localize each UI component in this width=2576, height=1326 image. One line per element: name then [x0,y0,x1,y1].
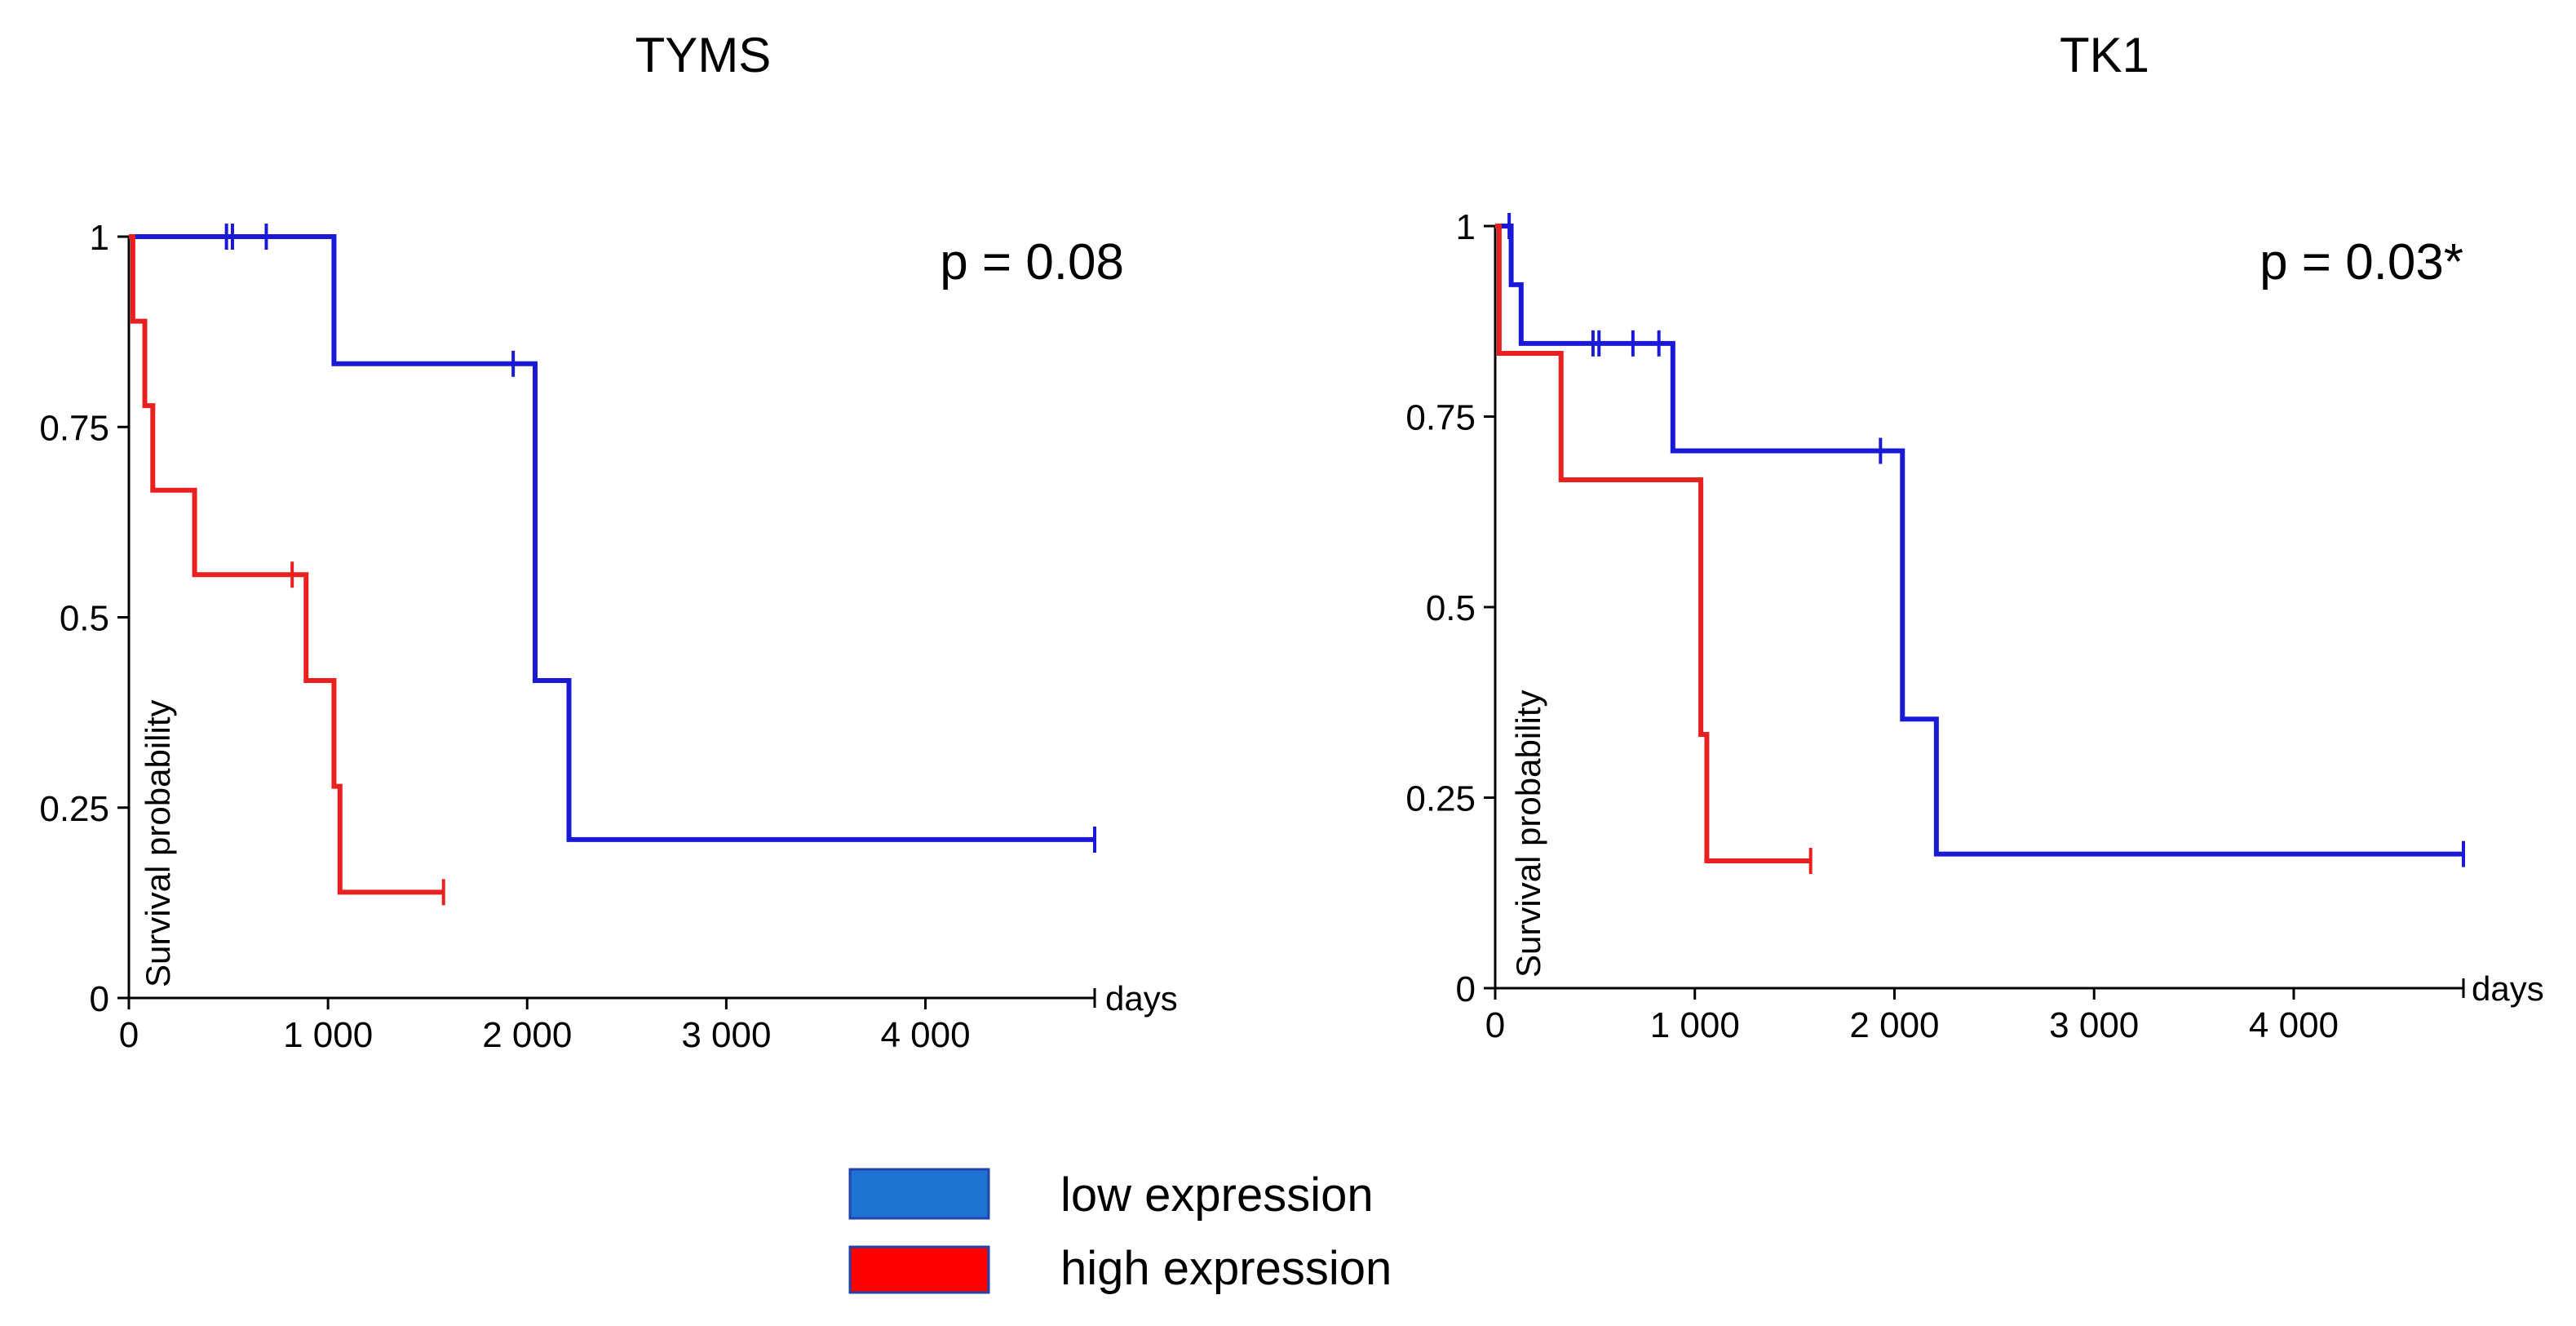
y-tick-label: 1 [90,218,109,258]
survival-curves [129,224,1096,906]
y-tick-label: 0.75 [1405,398,1476,438]
x-axis-label: days [2472,969,2544,1008]
axes: 0 1 000 2 000 3 000 4 000 0 0.25 0.5 0.75 1 [1405,207,2465,1045]
survival-curve-high-expression [129,234,444,895]
survival-curve-low-expression [129,234,1095,842]
survival-curve-high-expression [1495,224,1811,864]
axes: 0 1 000 2 000 3 000 4 000 0 0.25 0.5 0.75 1 [39,218,1096,1055]
legend-swatch-low [848,1168,990,1220]
chart-title: TYMS [635,28,772,82]
chart-title: TK1 [2060,28,2149,82]
legend-label-high: high expression [1060,1242,1392,1295]
x-tick-label: 0 [1485,1005,1505,1045]
x-tick-label: 2 000 [482,1015,572,1055]
tk1-panel: TK1 p = 0.03* days Survival probability … [1405,28,2543,1045]
y-tick-label: 0.75 [39,408,109,448]
survival-curves [1495,213,2465,875]
y-tick-label: 0 [1456,969,1476,1009]
x-tick-label: 3 000 [681,1015,771,1055]
y-tick-label: 1 [1456,207,1476,247]
y-axis-label: Survival probability [139,700,177,988]
y-tick-label: 0.5 [1426,588,1476,628]
y-tick-label: 0.25 [1405,779,1476,819]
x-tick-label: 2 000 [1849,1005,1939,1045]
y-tick-label: 0.5 [60,599,109,639]
legend-swatch-high [848,1245,990,1294]
legend: low expression high expression [848,1168,1392,1295]
x-tick-label: 1 000 [283,1015,373,1055]
x-tick-label: 4 000 [880,1015,970,1055]
y-axis-label: Survival probability [1509,690,1547,978]
tyms-panel: TYMS p = 0.08 days Survival probability … [39,28,1177,1055]
p-value-annotation: p = 0.08 [940,234,1124,290]
y-tick-label: 0 [90,979,109,1019]
x-tick-label: 1 000 [1650,1005,1740,1045]
x-axis-label: days [1105,979,1178,1018]
survival-curve-low-expression [1495,224,2463,857]
x-tick-label: 3 000 [2049,1005,2139,1045]
legend-label-low: low expression [1060,1169,1374,1222]
p-value-annotation: p = 0.03* [2260,234,2463,290]
x-tick-label: 0 [119,1015,139,1055]
y-tick-label: 0.25 [39,789,109,829]
x-tick-label: 4 000 [2249,1005,2339,1045]
